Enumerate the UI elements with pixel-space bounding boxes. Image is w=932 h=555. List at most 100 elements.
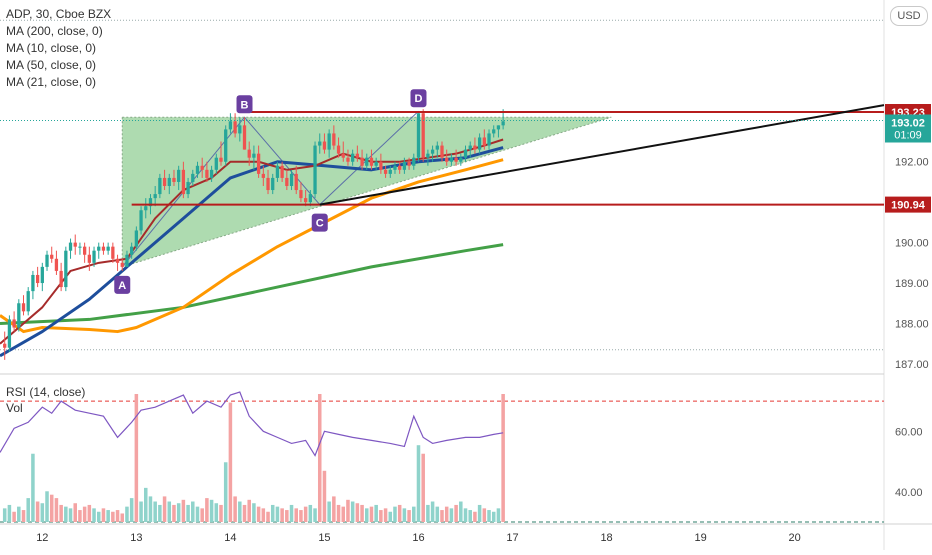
candle: [473, 137, 477, 154]
candle-body: [379, 161, 383, 170]
candle: [82, 242, 87, 263]
candle-body: [473, 145, 477, 150]
candle: [360, 149, 364, 170]
ma21-legend[interactable]: MA (21, close, 0): [6, 75, 97, 89]
ma50-legend[interactable]: MA (50, close, 0): [6, 58, 97, 72]
candle: [120, 258, 124, 271]
candle-body: [200, 165, 204, 170]
candle: [130, 242, 134, 259]
ma200-legend[interactable]: MA (200, close, 0): [6, 24, 103, 38]
ma10-legend[interactable]: MA (10, close, 0): [6, 41, 97, 55]
candle-body: [101, 246, 106, 251]
candle-body: [7, 319, 12, 348]
volume-bar: [2, 508, 7, 522]
candle: [327, 129, 331, 158]
time-tick-label: 14: [224, 532, 236, 544]
candle-body: [449, 157, 454, 162]
candle-body: [275, 165, 280, 178]
candle-body: [125, 254, 129, 267]
volume-bar: [238, 501, 242, 522]
volume-bar: [346, 499, 350, 522]
volume-bar: [317, 394, 322, 522]
volume-bar: [388, 511, 393, 522]
candle-body: [487, 133, 491, 146]
candle: [365, 153, 369, 170]
volume-bar: [308, 504, 313, 522]
volume-bar: [270, 504, 275, 522]
volume-bar: [176, 503, 181, 522]
volume-bar: [421, 453, 425, 522]
candle-body: [308, 194, 312, 203]
candle-body: [383, 169, 388, 174]
volume-bar: [35, 501, 40, 522]
candle-body: [346, 157, 350, 162]
candle: [346, 149, 350, 166]
candle: [68, 238, 73, 259]
candle: [351, 149, 355, 166]
volume-bar: [233, 496, 237, 522]
candle: [73, 234, 77, 255]
candle-body: [40, 266, 44, 284]
price-tick-label: 187.00: [895, 359, 929, 371]
candle-body: [148, 198, 153, 207]
volume-bar: [26, 498, 30, 522]
candle-body: [219, 157, 223, 162]
indicator-legend: ADP, 30, Cboe BZX MA (200, close, 0) MA …: [6, 6, 111, 91]
rsi-label[interactable]: RSI (14, close): [6, 385, 86, 399]
chart-title[interactable]: ADP, 30, Cboe BZX: [6, 7, 112, 21]
candle-body: [162, 177, 167, 186]
candle: [162, 169, 167, 191]
candle-body: [496, 125, 501, 130]
candle: [388, 165, 392, 178]
pattern-point-a: A: [114, 275, 131, 294]
candle: [214, 153, 218, 174]
candle: [435, 141, 439, 158]
candle: [195, 161, 200, 178]
volume-bar: [426, 504, 430, 522]
pattern-point-badge: [236, 95, 253, 114]
volume-bar: [148, 496, 153, 522]
candle: [407, 157, 411, 170]
candle-body: [430, 149, 435, 154]
candle: [322, 133, 327, 154]
volume-bar: [209, 499, 214, 522]
countdown-label: 01:09: [894, 129, 922, 141]
candle-body: [355, 153, 360, 158]
candle: [238, 117, 242, 142]
candle-body: [167, 177, 171, 186]
volume-bar: [219, 504, 223, 522]
volume-bar: [49, 494, 54, 522]
candle-body: [115, 258, 120, 263]
volume-bar: [440, 510, 444, 522]
candle: [477, 133, 482, 154]
candle-body: [463, 149, 468, 158]
volume-bar: [191, 501, 195, 522]
volume-bar: [223, 462, 228, 522]
vol-label[interactable]: Vol: [6, 401, 23, 415]
candle-body: [454, 157, 458, 162]
candle-body: [191, 173, 195, 182]
price-tag-bg: [885, 196, 931, 213]
candle-body: [177, 169, 181, 182]
candle: [383, 165, 388, 178]
currency-button[interactable]: USD: [890, 6, 928, 26]
volume-bar: [134, 394, 139, 522]
candle: [106, 242, 110, 255]
candle: [355, 145, 360, 162]
candle: [318, 133, 322, 154]
candle: [496, 125, 501, 138]
volume-bar: [294, 508, 298, 522]
candle-body: [327, 133, 331, 150]
price-tick-label: 190.00: [895, 238, 929, 250]
candle-body: [17, 303, 21, 328]
volume-bar: [482, 508, 487, 522]
volume-bar: [87, 504, 92, 522]
candle: [247, 141, 251, 166]
candle: [454, 149, 458, 166]
candle: [261, 165, 265, 186]
pattern-point-label: A: [118, 280, 126, 292]
candle: [144, 198, 148, 219]
volume-bar: [266, 511, 270, 522]
